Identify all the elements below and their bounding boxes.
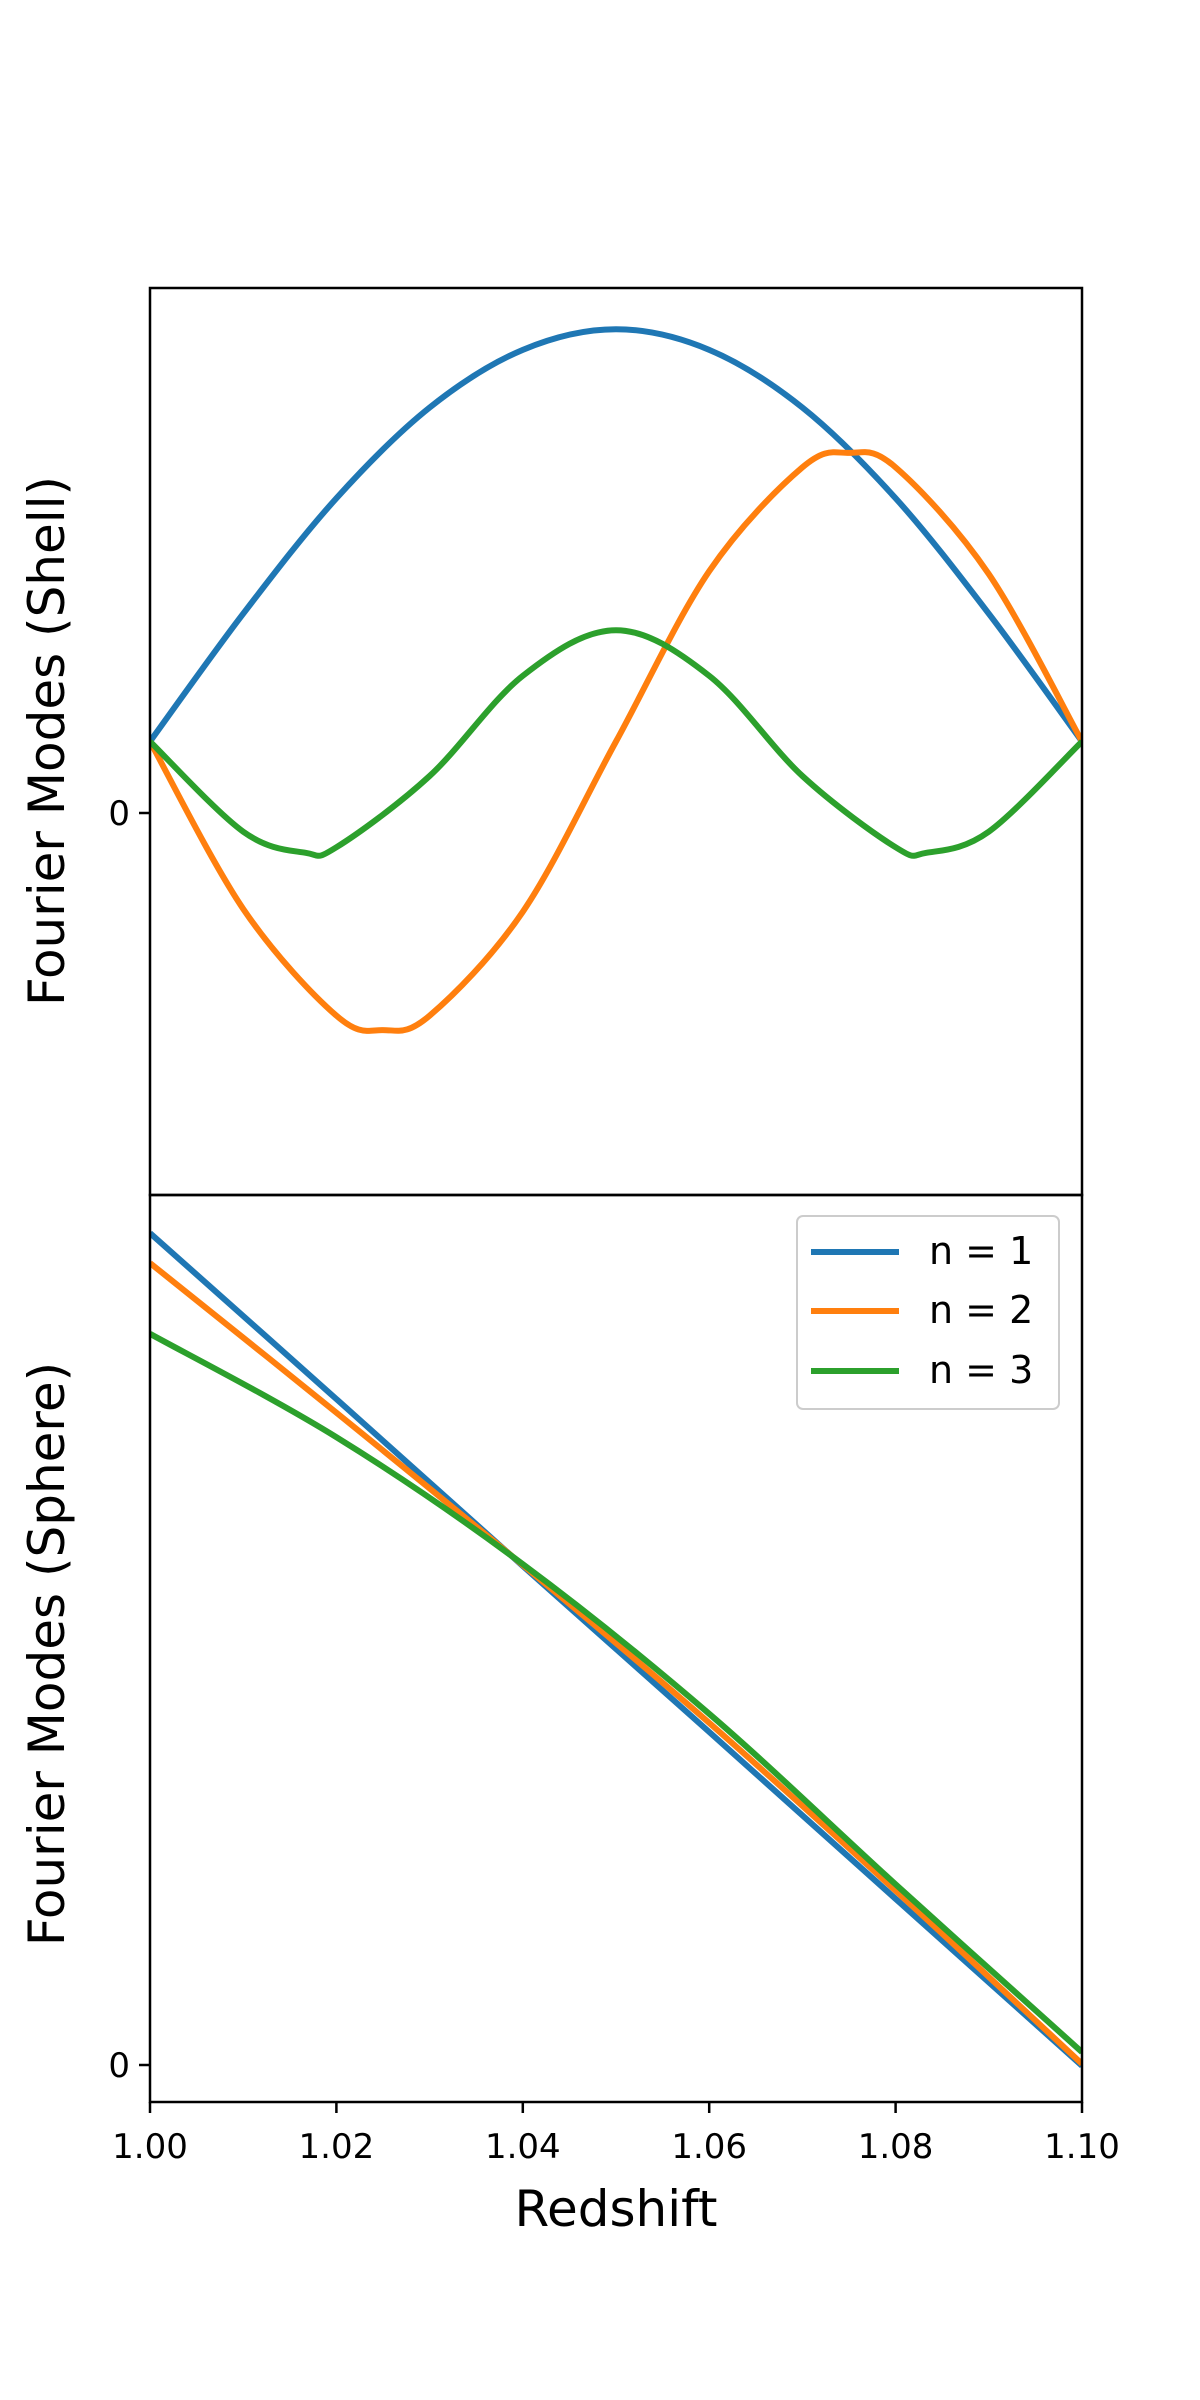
bottom-panel-frame [148,1193,1084,2104]
legend-label-n1: n = 1 [929,1229,1033,1273]
xtick-label-1-06: 1.06 [671,2127,747,2167]
bottom-y-axis-label: Fourier Modes (Sphere) [18,1362,76,1946]
top-series-group [150,326,1082,1034]
top-ytick-label-0: 0 [108,794,130,834]
legend-label-n3: n = 3 [929,1348,1033,1392]
xtick-label-1-08: 1.08 [858,2127,934,2167]
legend-frame [796,1215,1060,1410]
xtick-label-1-02: 1.02 [299,2127,375,2167]
bottom-series-group [150,1230,1082,2068]
top-panel: 0 Fourier Modes (Shell) [18,286,1084,1197]
x-axis-label: Redshift [515,2180,718,2238]
bottom-series-line-n2 [150,1260,1082,2067]
legend: n = 1 n = 2 n = 3 [796,1215,1060,1410]
top-series-line-n1 [150,326,1082,744]
bottom-panel: 0 1.00 1.02 1.04 1.06 1.08 1.10 Redshift… [18,1193,1120,2238]
legend-label-n2: n = 2 [929,1288,1033,1332]
top-series-line-n3 [150,627,1082,859]
xtick-label-1-10: 1.10 [1044,2127,1120,2167]
xtick-label-1-04: 1.04 [485,2127,561,2167]
top-y-axis-label: Fourier Modes (Shell) [18,476,76,1006]
bottom-series-line-n1 [150,1230,1082,2068]
bottom-ytick-label-0: 0 [108,2046,130,2086]
bottom-series-line-n3 [150,1331,1082,2055]
xtick-label-1-00: 1.00 [112,2127,188,2167]
top-series-line-n2 [150,449,1082,1034]
